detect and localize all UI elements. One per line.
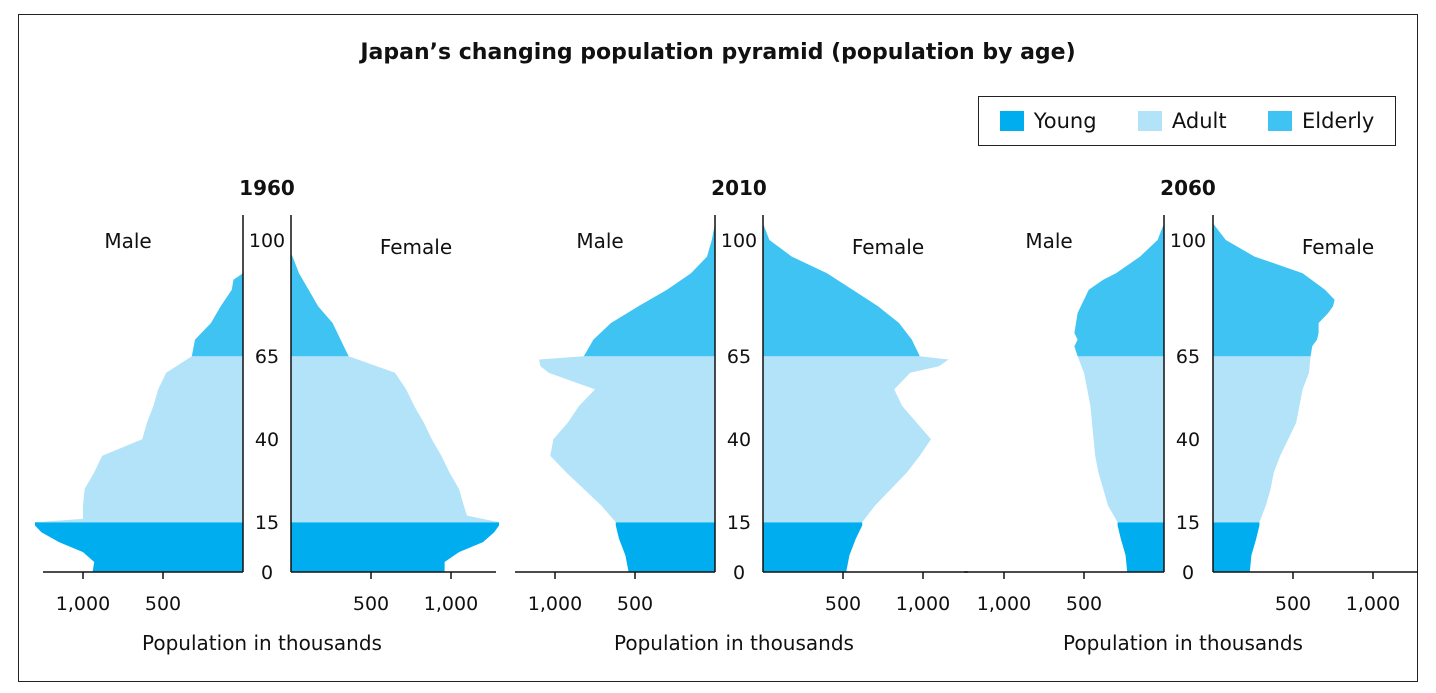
male-label-2060: Male — [1025, 229, 1072, 253]
age-label-2010-0: 0 — [733, 562, 745, 584]
tick-label-2010-male-1000: 1,000 — [528, 593, 582, 615]
female-label-2010: Female — [852, 235, 924, 259]
age-label-1960-40: 40 — [255, 429, 279, 451]
pyramid-2010-female-adult — [763, 356, 949, 523]
chart-frame — [18, 14, 1418, 682]
female-label-1960: Female — [380, 235, 452, 259]
tick-label-2060-female-500: 500 — [1275, 593, 1311, 615]
age-label-1960-0: 0 — [261, 562, 273, 584]
legend-label-adult: Adult — [1171, 109, 1227, 133]
pyramid-2060-male-elderly — [1074, 223, 1164, 357]
age-label-2010-65: 65 — [727, 346, 751, 368]
age-label-1960-15: 15 — [255, 512, 279, 534]
tick-label-2060-male-500: 500 — [1066, 593, 1102, 615]
tick-label-1960-male-1000: 1,000 — [56, 593, 110, 615]
legend-label-young: Young — [1033, 109, 1097, 133]
legend-swatch-elderly — [1268, 111, 1293, 131]
pyramid-1960-female-adult — [291, 356, 499, 523]
tick-label-1960-female-1000: 1,000 — [424, 593, 478, 615]
tick-label-2010-female-1000: 1,000 — [896, 593, 950, 615]
legend-swatch-young — [999, 111, 1024, 131]
tick-label-2060-female-1000: 1,000 — [1346, 593, 1400, 615]
chart-title: Japan’s changing population pyramid (pop… — [360, 40, 1076, 65]
male-label-1960: Male — [104, 229, 151, 253]
age-label-2060-65: 65 — [1176, 346, 1200, 368]
age-label-2060-100: 100 — [1170, 230, 1206, 252]
pyramid-1960-male-elderly — [191, 273, 243, 357]
pyramid-2010-female-elderly — [763, 223, 920, 357]
pyramid-1960-female-young — [291, 522, 499, 572]
pyramid-2060-female-young — [1213, 522, 1260, 572]
tick-label-1960-female-500: 500 — [353, 593, 389, 615]
xlabel-1960: Population in thousands — [142, 631, 382, 655]
tick-label-2060-male-1000: 1,000 — [977, 593, 1031, 615]
year-label-2010: 2010 — [711, 176, 767, 200]
legend-item-elderly: Elderly — [1268, 109, 1374, 133]
xlabel-2060: Population in thousands — [1063, 631, 1303, 655]
pyramid-1960-male-adult — [35, 356, 243, 523]
age-label-1960-65: 65 — [255, 346, 279, 368]
pyramid-2060-female-adult — [1213, 356, 1311, 523]
xlabel-2010: Population in thousands — [614, 631, 854, 655]
legend-item-young: Young — [999, 109, 1097, 133]
pyramid-2010-female-young — [763, 522, 863, 572]
pyramid-2010-male-young — [615, 522, 715, 572]
tick-label-2010-female-500: 500 — [825, 593, 861, 615]
pyramid-1960-female-elderly — [291, 253, 349, 357]
legend: Young Adult Elderly — [978, 96, 1396, 146]
female-label-2060: Female — [1302, 235, 1374, 259]
age-label-1960-100: 100 — [249, 230, 285, 252]
pyramid-2060-female-elderly — [1213, 223, 1335, 357]
age-label-2010-40: 40 — [727, 429, 751, 451]
age-label-2060-15: 15 — [1176, 512, 1200, 534]
age-label-2010-15: 15 — [727, 512, 751, 534]
year-label-1960: 1960 — [239, 176, 295, 200]
age-label-2010-100: 100 — [721, 230, 757, 252]
male-label-2010: Male — [576, 229, 623, 253]
pyramid-2010-male-elderly — [583, 223, 715, 357]
legend-item-adult: Adult — [1137, 109, 1227, 133]
tick-label-1960-male-500: 500 — [145, 593, 181, 615]
age-label-2060-40: 40 — [1176, 429, 1200, 451]
tick-label-2010-male-500: 500 — [617, 593, 653, 615]
pyramid-2010-male-adult — [539, 356, 715, 523]
legend-label-elderly: Elderly — [1302, 109, 1375, 133]
pyramid-1960-male-young — [35, 522, 243, 572]
age-label-2060-0: 0 — [1182, 562, 1194, 584]
year-label-2060: 2060 — [1160, 176, 1216, 200]
legend-swatch-adult — [1137, 111, 1162, 131]
pyramid-2060-male-young — [1117, 522, 1164, 572]
pyramid-2060-male-adult — [1077, 356, 1164, 523]
